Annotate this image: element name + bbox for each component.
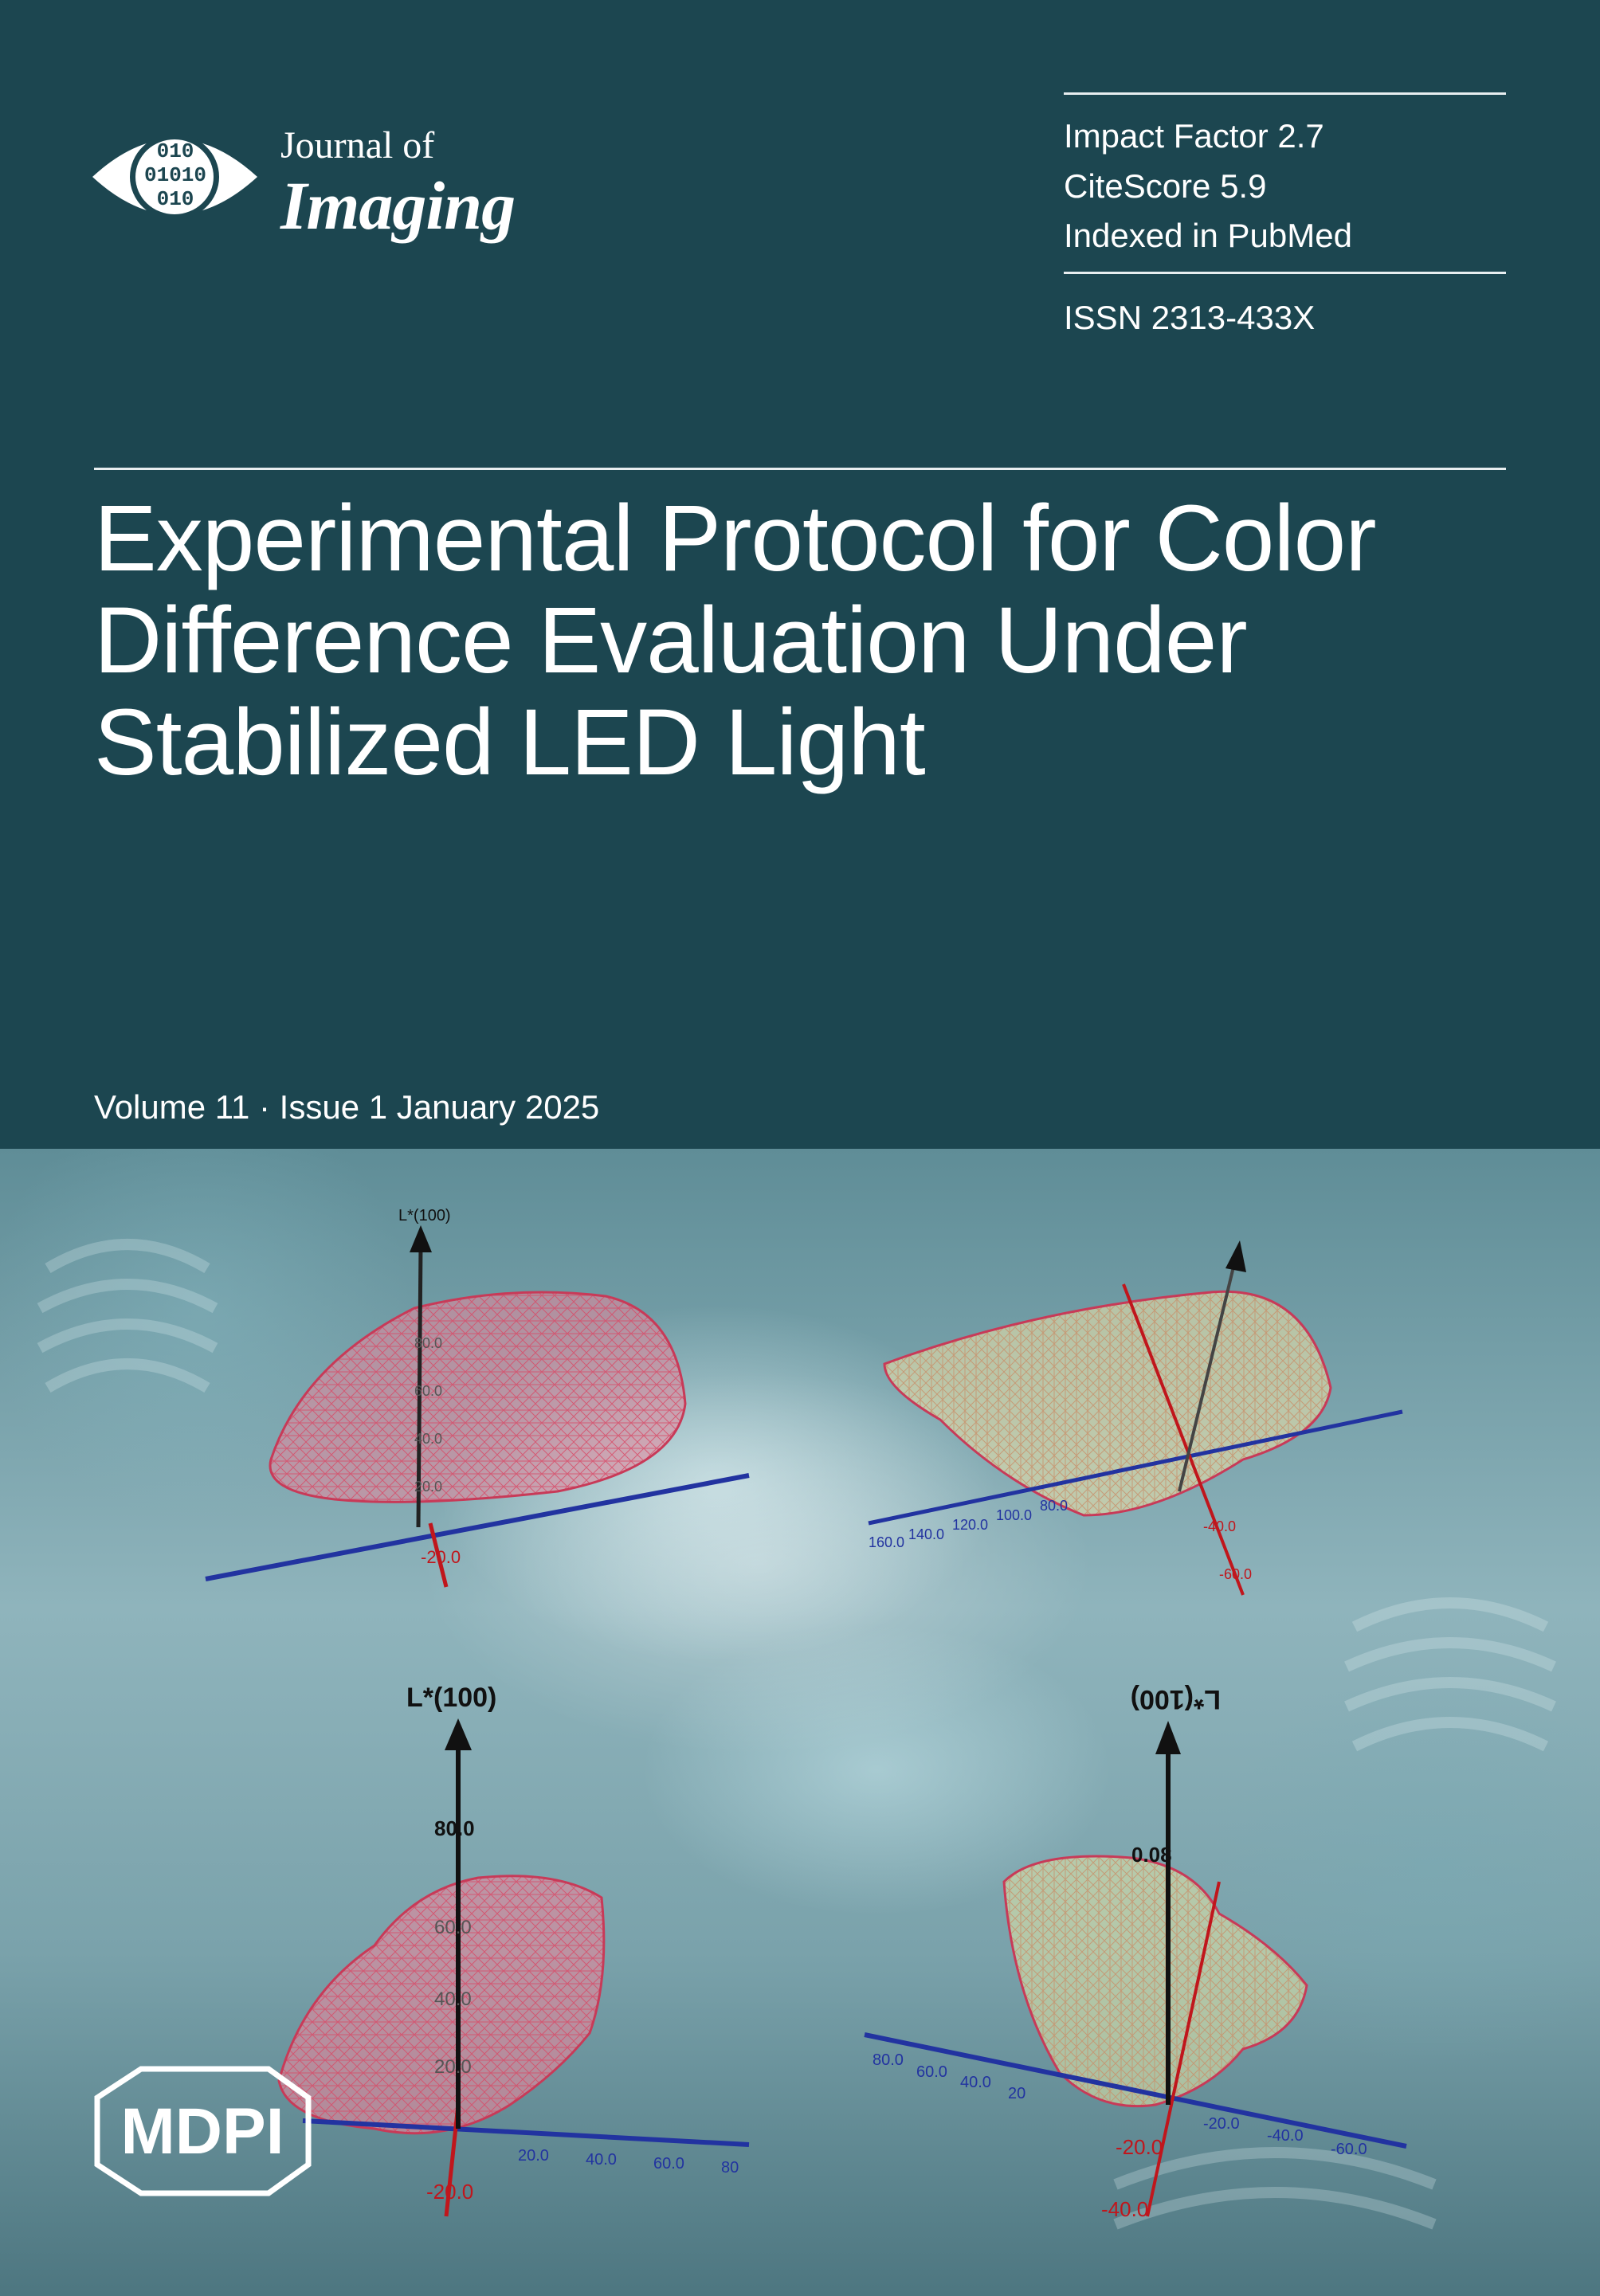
tick-label: -40.0	[1203, 1518, 1236, 1534]
tick-label: 140.0	[908, 1526, 944, 1542]
tick-label: 40.0	[960, 2074, 991, 2091]
tick-label: 80	[721, 2159, 739, 2176]
tick-label: 20.0	[414, 1479, 442, 1495]
tick-label: 80.0	[1040, 1498, 1068, 1514]
logo-binary-glyphs: 010 01010 010	[127, 139, 223, 211]
tick-label: 40.0	[434, 1988, 472, 2010]
tick-label: -20.0	[426, 2180, 473, 2204]
tick-label: 80.0	[873, 2051, 904, 2069]
tick-label: 160.0	[869, 1534, 904, 1550]
tick-label: 40.0	[414, 1431, 442, 1447]
volume-issue: Volume 11 · Issue 1 January 2025	[94, 1088, 600, 1126]
tick-label: -40.0	[1101, 2197, 1148, 2221]
tick-label: -60.0	[1331, 2141, 1367, 2158]
citescore: CiteScore 5.9	[1064, 167, 1267, 205]
eye-icon	[92, 134, 257, 220]
tick-label: 40.0	[586, 2151, 617, 2169]
logo-glyph-row: 010	[156, 187, 194, 211]
cover-header-area	[0, 0, 1600, 1149]
title-line: Experimental Protocol for Color	[94, 486, 1377, 591]
tick-label: -20.0	[1203, 2115, 1240, 2133]
tick-label: 120.0	[952, 1517, 988, 1533]
tick-label: 20.0	[434, 2056, 472, 2078]
tick-label: 0.08	[1131, 1843, 1172, 1867]
tick-label: 20.0	[518, 2147, 549, 2165]
background-ribs	[37, 1239, 1556, 2230]
mdpi-logo: MDPI	[94, 2066, 312, 2196]
axis-label: L*(100)	[398, 1207, 451, 1224]
article-title: Experimental Protocol for Color Differen…	[94, 488, 1528, 793]
mdpi-logo-text: MDPI	[121, 2095, 284, 2168]
tick-label: 60.0	[653, 2155, 684, 2173]
tick-label: 60.0	[434, 1917, 472, 1938]
tick-label: -60.0	[1219, 1566, 1252, 1582]
tick-label: -20.0	[1116, 2135, 1163, 2159]
logo-glyph-row: 010	[156, 139, 194, 163]
title-line: Difference Evaluation Under	[94, 588, 1248, 693]
logo-glyph-row: 01010	[143, 163, 206, 187]
axis-label: L*(100)	[406, 1683, 496, 1713]
title-line: Stabilized LED Light	[94, 690, 926, 795]
axis-label: L*(100)	[1131, 1684, 1221, 1714]
journal-name: Imaging	[280, 167, 516, 244]
metrics-middle-rule	[1064, 272, 1506, 274]
tick-label: 80.0	[434, 1816, 475, 1840]
title-rule	[94, 468, 1506, 470]
tick-label: -40.0	[1267, 2127, 1304, 2145]
indexed-in: Indexed in PubMed	[1064, 217, 1352, 254]
cover-artwork: L*(100) 80.0 60.0 40.0 20.0 -20.0 160.0 …	[37, 1207, 1556, 2230]
gamut-plot-bottom-right: L*(100) 0.08 80.0 60.0 40.0 20 -20.0 -40…	[864, 1684, 1407, 2221]
journal-name-prefix: Journal of	[280, 124, 435, 167]
tick-label: 80.0	[414, 1335, 442, 1351]
issn: ISSN 2313-433X	[1064, 299, 1316, 336]
tick-label: 60.0	[916, 2063, 947, 2081]
impact-factor: Impact Factor 2.7	[1064, 117, 1324, 155]
gamut-plot-bottom-left: L*(100) 80.0 60.0 40.0 20.0 20.0 40.0 60…	[277, 1683, 750, 2217]
tick-label: 60.0	[414, 1383, 442, 1399]
tick-label: 20	[1008, 2085, 1025, 2102]
tick-label: 100.0	[996, 1507, 1032, 1523]
gamut-plot-top-left: L*(100) 80.0 60.0 40.0 20.0 -20.0	[205, 1207, 750, 1588]
tick-label: -20.0	[421, 1547, 461, 1567]
gamut-plot-top-right: 160.0 140.0 120.0 100.0 80.0 -40.0 -60.0	[868, 1240, 1403, 1596]
metrics-top-rule	[1064, 92, 1506, 95]
